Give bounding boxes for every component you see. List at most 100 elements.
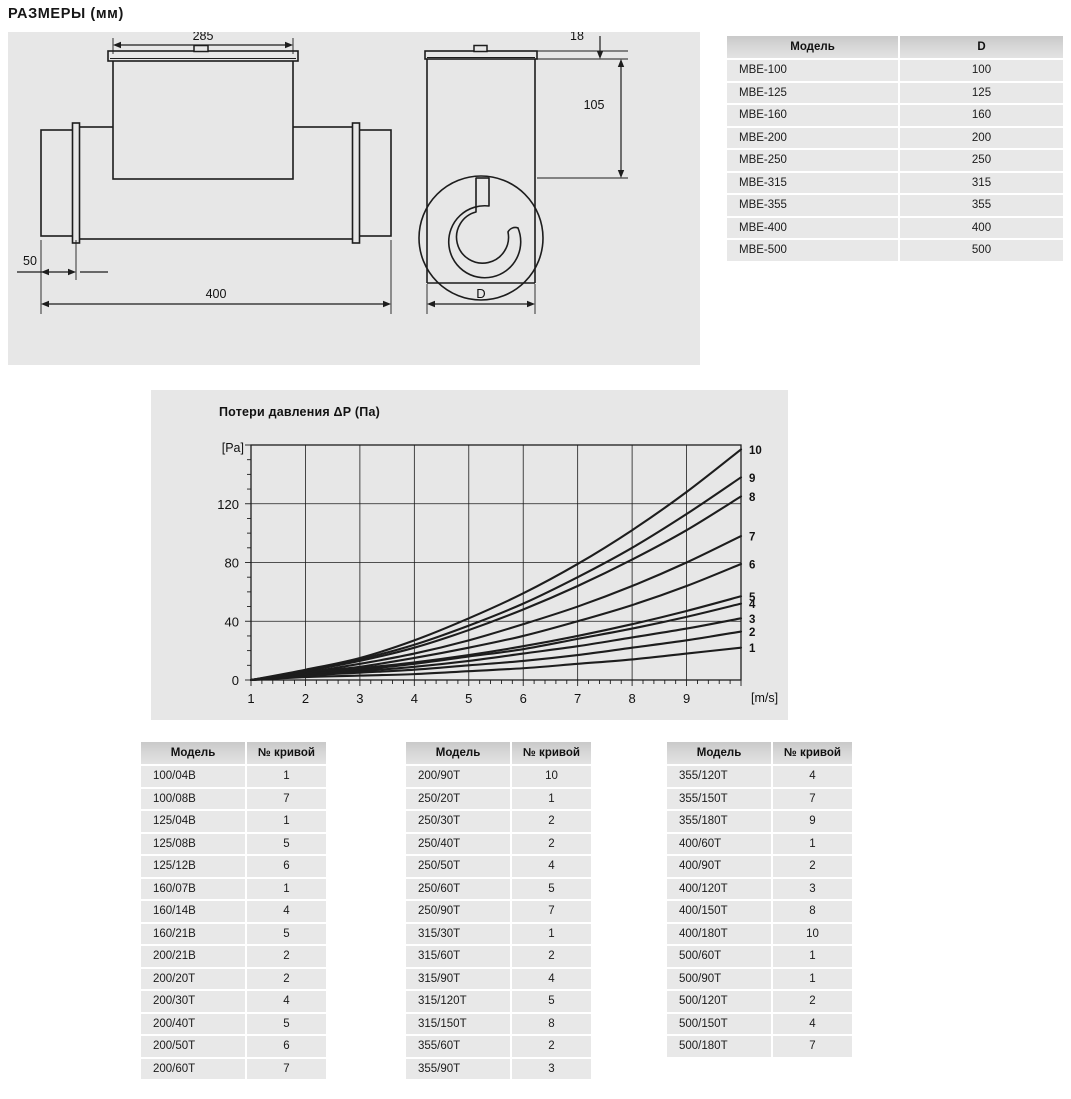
table-row: 355/150Т 7 [667,787,852,811]
chart-curves [249,448,743,682]
table-row: 500/90Т 1 [667,967,852,991]
table-row: 100/08В 7 [141,787,326,811]
cell-model: 355/60Т [406,1035,512,1059]
cell-diameter: 400 [899,216,1063,240]
curve-number-table-2-body: 200/90Т 10 250/20Т 1 250/30Т 2 250/40Т 2 250/50Т… [406,765,591,1081]
chart-curve-label-3: 3 [749,614,755,626]
dimension-D: D [476,286,485,301]
dimension-105: 105 [584,98,605,112]
table-row: MBE-500 500 [727,239,1063,263]
technical-drawing: 285 400 50 [17,32,628,314]
chart-x-tick-label: 7 [574,691,581,706]
cell-curve-number: 4 [246,990,326,1014]
cell-curve-number: 3 [511,1057,591,1081]
table-row: 500/150Т 4 [667,1012,852,1036]
table-row: 400/90Т 2 [667,855,852,879]
cell-model: MBE-315 [727,171,900,195]
cell-curve-number: 2 [511,1035,591,1059]
chart-y-tick-label: 40 [225,614,239,629]
cell-curve-number: 4 [246,900,326,924]
table-row: 400/180Т 10 [667,922,852,946]
cell-curve-number: 1 [246,810,326,834]
cell-curve-number: 2 [511,810,591,834]
cell-model: MBE-400 [727,216,900,240]
model-diameter-table: Модель D MBE-100 100 MBE-125 125 MBE-160 16… [727,36,1063,263]
chart-x-tick-label: 6 [520,691,527,706]
table-row: 355/60Т 2 [406,1035,591,1059]
table-row: MBE-315 315 [727,171,1063,195]
table-header-row: Модель D [727,36,1063,60]
chart-x-tick-labels: 1 2 3 4 5 6 7 8 9 [247,691,690,706]
cell-curve-number: 1 [772,945,852,969]
cell-model: 100/04В [141,765,247,789]
chart-curve-3 [249,617,743,682]
cell-curve-number: 6 [246,1035,326,1059]
cell-model: 315/30Т [406,922,512,946]
table-header-row: Модель № кривой [667,742,852,766]
cell-model: 500/150Т [667,1012,773,1036]
table-row: MBE-400 400 [727,216,1063,240]
cell-model: 400/90Т [667,855,773,879]
column-header-model: Модель [406,742,512,766]
dimensions-drawing-panel: 285 400 50 [8,32,700,365]
chart-curve-5 [249,595,743,682]
cell-model: 400/120Т [667,877,773,901]
cell-curve-number: 5 [246,1012,326,1036]
cell-curve-number: 7 [246,1057,326,1081]
curve-number-table-3-body: 355/120Т 4 355/150Т 7 355/180Т 9 400/60Т 1 400/9… [667,765,852,1059]
cell-diameter: 100 [899,59,1063,83]
column-header-model: Модель [141,742,247,766]
table-row: 355/180Т 9 [667,810,852,834]
cell-diameter: 200 [899,126,1063,150]
cell-model: 250/60Т [406,877,512,901]
dimension-18: 18 [570,32,584,43]
cell-curve-number: 4 [772,1012,852,1036]
chart-y-tick-label: 80 [225,556,239,571]
cell-model: 200/40Т [141,1012,247,1036]
cell-diameter: 315 [899,171,1063,195]
chart-curve-1 [249,646,743,682]
cell-model: 200/60Т [141,1057,247,1081]
cell-model: 125/12В [141,855,247,879]
cell-curve-number: 5 [511,877,591,901]
chart-curve-10 [249,448,743,682]
column-header-curve: № кривой [511,742,591,766]
chart-axis-ticks [245,444,742,686]
cell-model: 125/04В [141,810,247,834]
cell-model: 160/07В [141,877,247,901]
chart-curve-label-5: 5 [749,592,756,604]
page-title: РАЗМЕРЫ (мм) [8,6,124,22]
cell-curve-number: 5 [246,922,326,946]
dimension-400: 400 [206,287,227,301]
chart-curve-7 [249,535,743,682]
table-row: 200/21В 2 [141,945,326,969]
table-row: 200/20Т 2 [141,967,326,991]
cell-curve-number: 7 [246,787,326,811]
column-header-curve: № кривой [772,742,852,766]
cell-model: 160/14В [141,900,247,924]
table-row: MBE-100 100 [727,59,1063,83]
chart-curve-label-7: 7 [749,532,755,544]
cell-model: 125/08В [141,832,247,856]
cell-model: 250/20Т [406,787,512,811]
cell-curve-number: 2 [772,855,852,879]
cell-model: 355/180Т [667,810,773,834]
cell-model: 200/50Т [141,1035,247,1059]
chart-title: Потери давления ΔР (Па) [219,405,380,419]
column-header-model: Модель [667,742,773,766]
table-row: MBE-200 200 [727,126,1063,150]
table-row: 250/30Т 2 [406,810,591,834]
table-row: 400/150Т 8 [667,900,852,924]
chart-curve-label-8: 8 [749,492,756,504]
cell-model: 200/90Т [406,765,512,789]
table-row: 250/20Т 1 [406,787,591,811]
cell-model: 200/21В [141,945,247,969]
model-diameter-table-body: MBE-100 100 MBE-125 125 MBE-160 160 MBE-200… [727,59,1063,263]
cell-curve-number: 5 [511,990,591,1014]
table-row: 315/90Т 4 [406,967,591,991]
cell-model: 400/180Т [667,922,773,946]
chart-y-tick-labels: 0 40 80 120 [217,497,239,688]
cell-curve-number: 2 [511,945,591,969]
cell-diameter: 125 [899,81,1063,105]
cell-curve-number: 8 [511,1012,591,1036]
